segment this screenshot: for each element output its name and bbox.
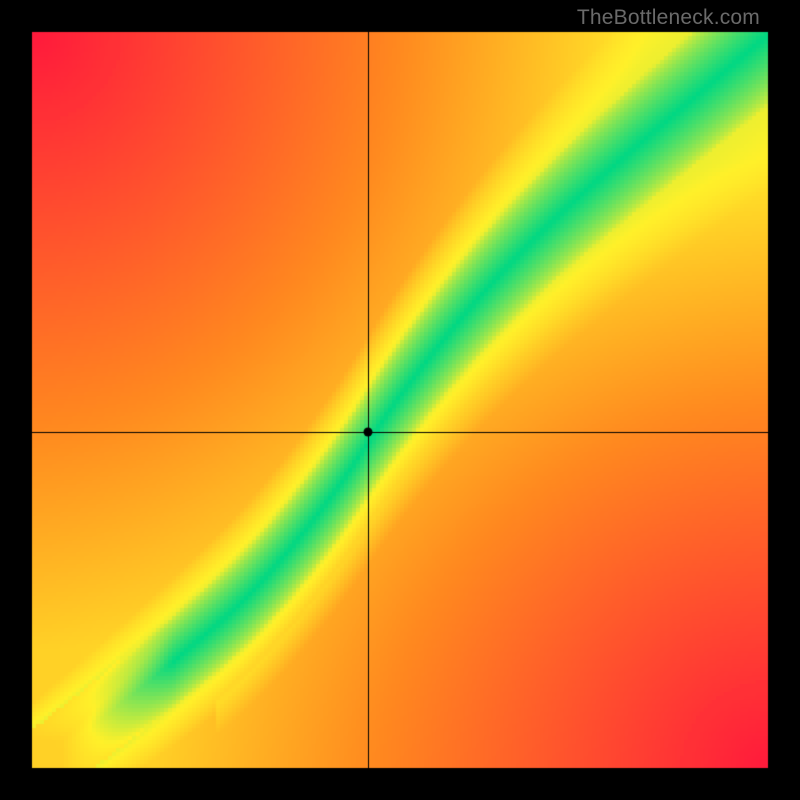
chart-container: TheBottleneck.com: [0, 0, 800, 800]
watermark-text: TheBottleneck.com: [577, 6, 760, 30]
bottleneck-heatmap: [0, 0, 800, 800]
